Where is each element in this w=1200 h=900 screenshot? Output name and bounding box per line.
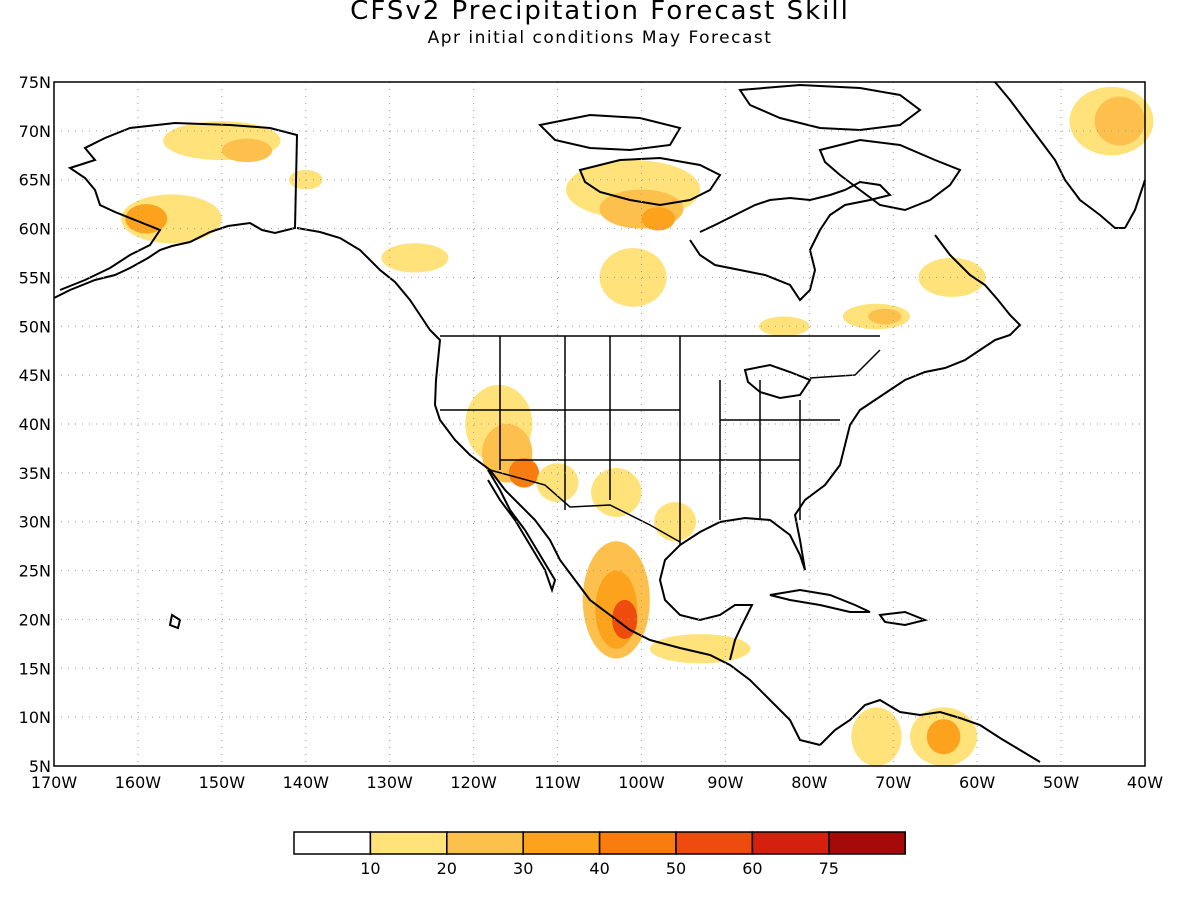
- lat-tick-label: 15N: [19, 659, 51, 678]
- skill-region-26: [851, 707, 902, 766]
- map-frame: [53, 81, 1146, 767]
- colorbar-labels: 10 20 30 40 50 60 75: [360, 859, 839, 878]
- south-america-coast: [819, 698, 1041, 763]
- skill-region-1: [221, 138, 273, 163]
- lon-tick-label: 110W: [534, 773, 581, 792]
- lat-tick-label: 75N: [19, 73, 51, 92]
- skill-region-3: [125, 204, 168, 234]
- greenland-coast: [994, 81, 1146, 229]
- colorbar: [293, 831, 906, 855]
- skill-region-9: [599, 248, 667, 307]
- lon-tick-label: 160W: [115, 773, 162, 792]
- skill-region-13: [918, 257, 986, 297]
- colorbar-label: 30: [513, 859, 533, 878]
- lon-tick-label: 120W: [450, 773, 497, 792]
- lat-tick-label: 50N: [19, 317, 51, 336]
- skill-region-24: [612, 599, 638, 639]
- colorbar-label: 60: [742, 859, 762, 878]
- lon-tick-label: 170W: [31, 773, 78, 792]
- coastlines: [53, 81, 1146, 763]
- west-coast: [296, 227, 821, 746]
- skill-region-20: [591, 467, 642, 517]
- skill-region-19: [536, 463, 579, 503]
- lon-tick-label: 70W: [875, 773, 911, 792]
- lat-tick-label: 70N: [19, 122, 51, 141]
- skill-region-8: [641, 207, 676, 231]
- colorbar-swatch: [675, 831, 754, 855]
- colorbar-swatch: [369, 831, 448, 855]
- lon-tick-label: 40W: [1127, 773, 1163, 792]
- baffin-island: [818, 138, 962, 212]
- lat-tick-label: 20N: [19, 610, 51, 629]
- lat-tick-label: 45N: [19, 366, 51, 385]
- lon-tick-label: 80W: [791, 773, 827, 792]
- lat-tick-label: 10N: [19, 708, 51, 727]
- colorbar-swatch: [751, 831, 830, 855]
- colorbar-label: 10: [360, 859, 380, 878]
- great-lakes: [743, 363, 812, 400]
- arctic-islands: [578, 156, 722, 207]
- lon-tick-label: 130W: [367, 773, 414, 792]
- skill-region-15: [1094, 96, 1146, 146]
- cuba: [769, 588, 871, 613]
- skill-region-21: [654, 502, 697, 542]
- lat-tick-label: 25N: [19, 562, 51, 581]
- hispaniola: [878, 610, 929, 627]
- alaska-coast: [53, 121, 299, 299]
- colorbar-swatch: [828, 831, 906, 855]
- lat-tick-label: 40N: [19, 415, 51, 434]
- hudson-bay: [689, 180, 892, 302]
- skill-region-5: [381, 243, 449, 273]
- colorbar-swatch: [293, 831, 372, 855]
- map-subtitle: Apr initial conditions May Forecast: [427, 28, 773, 48]
- colorbar-label: 75: [819, 859, 839, 878]
- colorbar-label: 20: [437, 859, 457, 878]
- victoria-island: [537, 113, 682, 152]
- lat-tick-label: 55N: [19, 268, 51, 287]
- skill-region-10: [758, 316, 810, 337]
- lon-tick-label: 150W: [199, 773, 246, 792]
- longitude-labels: 170W 160W 150W 140W 130W 120W 110W 100W 90W 80W 70…: [31, 773, 1163, 792]
- skill-region-4: [288, 169, 323, 190]
- lon-tick-label: 100W: [618, 773, 665, 792]
- lat-tick-label: 35N: [19, 464, 51, 483]
- political-borders: [440, 335, 881, 545]
- us-mexico-border: [489, 469, 681, 543]
- hawaii: [168, 613, 182, 630]
- latitude-labels: 75N 70N 65N 60N 55N 50N 45N 40N 35N 30N 25N 20N 15N 1…: [19, 73, 51, 776]
- lat-tick-label: 65N: [19, 171, 51, 190]
- state-borders: [440, 336, 840, 545]
- baja-coast: [487, 469, 557, 594]
- skill-regions: [121, 86, 1154, 766]
- us-canada-border: [440, 335, 881, 379]
- lat-tick-label: 60N: [19, 220, 51, 239]
- lon-tick-label: 50W: [1043, 773, 1079, 792]
- lon-tick-label: 90W: [707, 773, 743, 792]
- lat-tick-label: 5N: [29, 757, 51, 776]
- colorbar-label: 40: [589, 859, 609, 878]
- colorbar-label: 50: [666, 859, 686, 878]
- lon-tick-label: 60W: [959, 773, 995, 792]
- skill-region-12: [868, 308, 902, 325]
- lon-tick-label: 140W: [283, 773, 330, 792]
- colorbar-swatch: [598, 831, 677, 855]
- skill-region-28: [926, 719, 961, 755]
- east-coast: [658, 234, 1022, 661]
- colorbar-swatch: [522, 831, 601, 855]
- lat-tick-label: 30N: [19, 513, 51, 532]
- colorbar-swatch: [446, 831, 524, 855]
- map-title: CFSv2 Precipitation Forecast Skill: [350, 0, 850, 26]
- ellesmere-island: [738, 83, 922, 132]
